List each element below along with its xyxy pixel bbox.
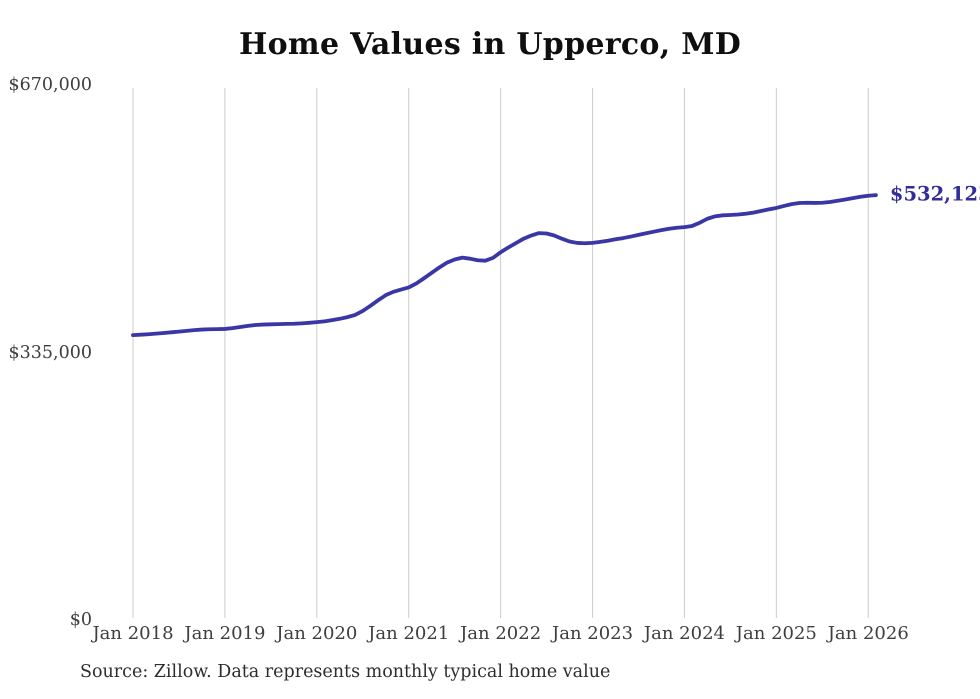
- x-tick-label: Jan 2025: [735, 623, 817, 644]
- latest-value-label: $532,123: [889, 182, 980, 206]
- y-tick-label: $670,000: [8, 75, 92, 95]
- source-note: Source: Zillow. Data represents monthly …: [80, 662, 611, 682]
- x-tick-label: Jan 2026: [827, 623, 909, 644]
- home-value-line: [131, 193, 878, 337]
- x-tick-label: Jan 2021: [368, 623, 450, 644]
- y-tick-label: $0: [69, 610, 92, 630]
- x-tick-label: Jan 2019: [184, 623, 266, 644]
- x-tick-label: Jan 2018: [92, 623, 174, 644]
- x-tick-label: Jan 2024: [643, 623, 725, 644]
- x-tick-label: Jan 2020: [276, 623, 358, 644]
- x-tick-label: Jan 2023: [551, 623, 634, 644]
- y-tick-label: $335,000: [8, 342, 92, 363]
- chart-title: Home Values in Upperco, MD: [238, 27, 742, 62]
- x-tick-label: Jan 2022: [460, 623, 542, 644]
